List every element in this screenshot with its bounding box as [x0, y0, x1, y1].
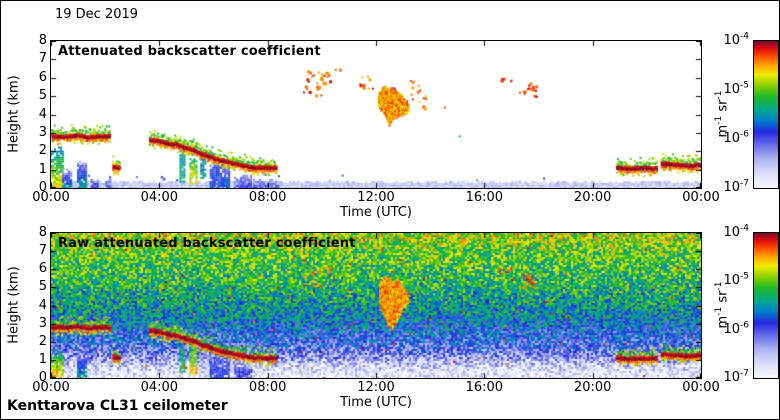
y-tick-label: 0: [38, 180, 47, 195]
colorbar-top: [753, 40, 779, 189]
colorbar-tick-label: 10-5: [723, 80, 749, 97]
y-tick-label: 5: [38, 88, 47, 104]
x-tick-label: 00:00: [32, 380, 70, 395]
y-tick-label: 1: [38, 351, 47, 367]
y-tick-label: 3: [38, 315, 47, 331]
figure-footer: Kenttarova CL31 ceilometer: [7, 398, 228, 414]
x-tick-label: 08:00: [248, 190, 287, 205]
colorbar-tick-label: 10-5: [723, 272, 749, 289]
y-tick-label: 4: [38, 106, 47, 122]
panel-title-raw: Raw attenuated backscatter coefficient: [58, 236, 356, 251]
x-tick-label: 20:00: [573, 190, 612, 205]
colorbar-bottom: [753, 232, 779, 379]
raw-backscatter-heatmap: [50, 232, 702, 379]
x-tick-label: 00:00: [32, 190, 70, 205]
colorbar-tick-label: 10-6: [723, 320, 749, 337]
y-tick-label: 2: [38, 333, 47, 349]
x-tick-label: 04:00: [140, 380, 179, 395]
y-tick-label: 8: [38, 225, 47, 240]
y-tick-label: 7: [38, 51, 47, 67]
x-tick-label: 16:00: [465, 380, 504, 395]
y-tick-label: 7: [38, 243, 47, 259]
x-axis-label-bottom: Time (UTC): [340, 395, 412, 410]
date-label: 19 Dec 2019: [55, 7, 139, 22]
y-tick-label: 3: [38, 124, 47, 140]
x-tick-label: 20:00: [573, 380, 612, 395]
y-tick-label: 4: [38, 297, 47, 313]
colorbar-tick-label: 10-7: [723, 368, 749, 385]
y-axis-label-bottom: Height (km): [6, 266, 22, 344]
y-axis-label-top: Height (km): [6, 75, 22, 153]
attenuated-backscatter-heatmap: [50, 40, 702, 189]
colorbar-tick-label: 10-4: [723, 31, 749, 48]
x-tick-label: 00:00: [682, 380, 720, 395]
x-tick-label: 16:00: [465, 190, 504, 205]
y-tick-label: 6: [38, 261, 47, 277]
colorbar-tick-label: 10-6: [723, 129, 749, 146]
x-tick-label: 12:00: [357, 380, 395, 395]
x-tick-label: 04:00: [140, 190, 179, 205]
colorbar-tick-label: 10-4: [723, 223, 749, 240]
y-tick-label: 0: [38, 370, 47, 385]
x-tick-label: 12:00: [357, 190, 395, 205]
panel-title-attenuated: Attenuated backscatter coefficient: [58, 44, 321, 59]
y-tick-label: 8: [38, 33, 47, 48]
y-tick-label: 2: [38, 143, 47, 159]
x-tick-label: 08:00: [248, 380, 287, 395]
y-tick-label: 5: [38, 279, 47, 295]
colorbar-tick-label: 10-7: [723, 178, 749, 195]
x-tick-label: 00:00: [682, 190, 720, 205]
x-axis-label-top: Time (UTC): [340, 205, 412, 220]
y-tick-label: 6: [38, 69, 47, 85]
y-tick-label: 1: [38, 161, 47, 177]
